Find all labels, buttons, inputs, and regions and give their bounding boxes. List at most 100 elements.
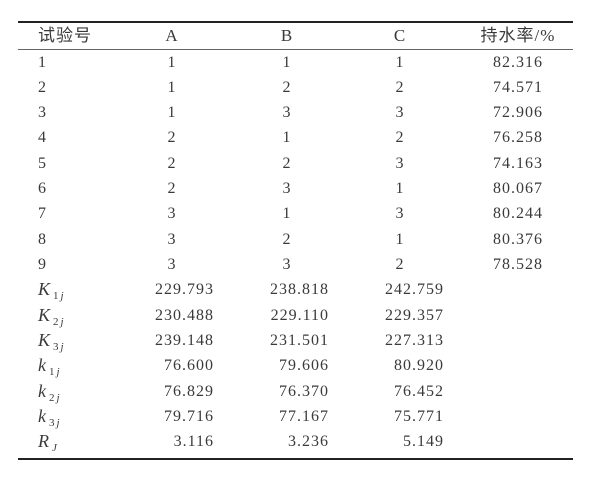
stat-value: 79.716 [164,408,214,426]
stat-row: R J 3.116 3.236 5.149 [0,429,608,454]
stat-value: 239.148 [155,332,214,350]
stat-symbol: K [38,304,51,325]
stat-value: 80.920 [394,357,444,375]
table-row: 3 1 3 3 72.906 [0,100,608,125]
cell-a-level: 2 [167,129,177,147]
stat-value: 229.357 [385,306,444,324]
stat-label: K 1j [38,277,66,305]
cell-water-holding: 78.528 [493,256,543,274]
header-c: C [393,26,407,45]
table-row: 8 3 2 1 80.376 [0,227,608,252]
stat-value: 229.793 [155,281,214,299]
cell-b-level: 2 [282,78,292,96]
stat-value: 75.771 [394,408,444,426]
stat-value: 77.167 [279,408,329,426]
stat-subscript: 3j [53,341,66,353]
cell-water-holding: 72.906 [493,104,543,122]
stat-value: 76.370 [279,382,329,400]
stat-symbol: k [38,380,46,401]
stat-value: 79.606 [279,357,329,375]
cell-b-level: 3 [282,180,292,198]
stat-symbol: K [38,279,51,300]
table-row: 5 2 2 3 74.163 [0,151,608,176]
cell-b-level: 2 [282,154,292,172]
top-rule [18,21,573,23]
stat-value: 76.600 [164,357,214,375]
stat-value: 229.110 [270,306,329,324]
cell-b-level: 1 [282,205,292,223]
table-row: 4 2 1 2 76.258 [0,125,608,150]
stat-value: 3.236 [288,433,329,451]
stat-sub: J [52,442,59,455]
stat-sub: j [56,417,62,430]
cell-water-holding: 76.258 [493,129,543,147]
stat-subscript: 1j [49,366,62,378]
stat-symbol: K [38,330,51,351]
cell-a-level: 1 [167,78,177,96]
stat-row: K 2j 230.488 229.110 229.357 [0,303,608,328]
cell-c-level: 2 [395,129,405,147]
table-row: 7 3 1 3 80.244 [0,201,608,226]
stat-index: 1 [53,290,61,303]
stat-index: 2 [53,315,61,328]
stat-subscript: 2j [49,392,62,404]
stat-row: K 3j 239.148 231.501 227.313 [0,328,608,353]
stat-sub: j [56,366,62,379]
stat-sub: j [60,290,66,303]
header-water-holding: 持水率/% [480,26,556,45]
stat-subscript: 1j [53,290,66,302]
stat-value: 230.488 [155,306,214,324]
stat-label: k 1j [38,353,62,381]
cell-run-no: 4 [38,129,47,147]
stat-value: 76.829 [164,382,214,400]
cell-run-no: 6 [38,180,47,198]
table-row: 9 3 3 2 78.528 [0,252,608,277]
stat-symbol: k [38,406,46,427]
cell-water-holding: 80.067 [493,180,543,198]
cell-a-level: 2 [167,180,177,198]
cell-a-level: 3 [167,230,177,248]
cell-water-holding: 74.163 [493,154,543,172]
cell-run-no: 7 [38,205,47,223]
stat-label: k 2j [38,379,62,407]
cell-water-holding: 80.244 [493,205,543,223]
cell-water-holding: 74.571 [493,78,543,96]
stat-label: K 3j [38,328,66,356]
cell-c-level: 1 [395,230,405,248]
stat-subscript: 2j [53,316,66,328]
stat-sub: j [56,391,62,404]
stat-value: 5.149 [403,433,444,451]
cell-c-level: 2 [395,78,405,96]
table-row: 6 2 3 1 80.067 [0,176,608,201]
stat-label: K 2j [38,303,66,331]
cell-run-no: 8 [38,230,47,248]
stat-sub: j [60,341,66,354]
stat-value: 227.313 [385,332,444,350]
cell-run-no: 9 [38,256,47,274]
table-row: 1 1 1 1 82.316 [0,50,608,75]
stat-subscript: 3j [49,417,62,429]
stat-index: 1 [49,366,57,379]
cell-c-level: 2 [395,256,405,274]
stat-symbol: k [38,355,46,376]
stat-index: 3 [49,417,57,430]
cell-a-level: 1 [167,53,177,71]
stat-index: 3 [53,341,61,354]
stat-row: K 1j 229.793 238.818 242.759 [0,277,608,302]
stat-value: 242.759 [385,281,444,299]
cell-run-no: 3 [38,104,47,122]
cell-c-level: 3 [395,154,405,172]
cell-b-level: 1 [282,129,292,147]
header-row: 试验号 A B C 持水率/% [0,23,608,48]
header-rule [18,49,573,50]
bottom-rule [18,458,573,460]
cell-a-level: 3 [167,256,177,274]
cell-b-level: 2 [282,230,292,248]
cell-water-holding: 80.376 [493,230,543,248]
cell-run-no: 2 [38,78,47,96]
header-b: B [280,26,294,45]
header-run-no: 试验号 [38,26,92,45]
cell-c-level: 1 [395,53,405,71]
stat-value: 76.452 [394,382,444,400]
